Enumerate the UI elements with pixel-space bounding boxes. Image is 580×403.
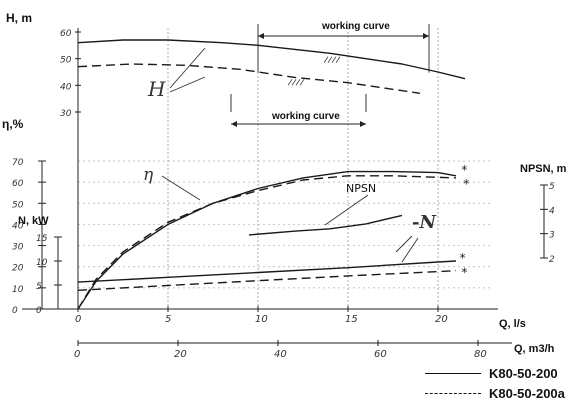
power-label-leader-dashed — [401, 237, 419, 263]
q-m3h-tick-60: 60 — [374, 349, 387, 360]
q-m3h-tick-80: 80 — [474, 349, 487, 360]
npsh-curve-label: NPSN — [346, 182, 376, 195]
efficiency-curve-label: η — [143, 165, 154, 185]
q-m3h-tick-40: 40 — [274, 349, 287, 360]
power-axis-label: N, kW — [18, 215, 49, 227]
legend-entry-dashed: K80-50-200a — [425, 383, 580, 403]
hatch-mark-1-3 — [299, 79, 305, 86]
efficiency-tick-10: 10 — [12, 285, 24, 295]
hatch-mark-0-1 — [327, 56, 333, 63]
hatch-mark-1-2 — [295, 79, 301, 86]
head-label-leader-solid — [169, 47, 206, 89]
hatch-mark-0-3 — [335, 56, 341, 63]
working-curve-label-2: working curve — [271, 111, 340, 122]
power-label-leader-solid — [395, 235, 413, 253]
head-curve-solid — [77, 39, 466, 80]
head-tick-50: 50 — [60, 56, 72, 66]
working-curve-arrow-end-2 — [360, 121, 366, 127]
efficiency-curve-dashed — [77, 175, 457, 310]
hatch-mark-1-1 — [291, 79, 297, 86]
q-ls-tick-15: 15 — [345, 314, 358, 325]
head-curve-label: H — [147, 77, 166, 101]
working-curve-markers: **** — [230, 24, 469, 280]
npsh-tick-5: 5 — [549, 182, 555, 192]
efficiency-tick-50: 50 — [12, 200, 24, 210]
q-m3h-tick-20: 20 — [174, 349, 187, 360]
efficiency-axis-label: η,% — [2, 117, 24, 131]
power-tick-10: 10 — [36, 258, 48, 268]
head-tick-40: 40 — [60, 82, 72, 92]
npsh-curve-solid — [248, 214, 403, 236]
power-curve-solid — [77, 260, 457, 283]
curve-end-marker-0: * — [461, 163, 467, 177]
curve-end-marker-1: * — [463, 177, 469, 191]
working-curve-arrow-start-1 — [258, 33, 264, 39]
npsh-tick-4: 4 — [549, 206, 555, 216]
power-curve-dashed — [77, 269, 457, 291]
npsh-axis-label: NPSN, m — [520, 163, 567, 175]
working-curve-arrow-end-1 — [423, 33, 429, 39]
efficiency-curve-solid — [77, 170, 457, 310]
power-curve-label: -N — [412, 212, 437, 233]
hatch-mark-0-0 — [323, 56, 329, 63]
legend-dashed-label: K80-50-200a — [489, 385, 565, 401]
npsh-tick-3: 3 — [549, 231, 555, 241]
efficiency-tick-20: 20 — [12, 264, 24, 274]
legend: K80-50-200 K80-50-200a — [425, 363, 580, 403]
q-ls-axis-label: Q, l/s — [499, 318, 526, 330]
head-tick-30: 30 — [60, 109, 72, 119]
legend-solid-swatch — [425, 372, 481, 374]
efficiency-tick-40: 40 — [12, 221, 24, 231]
q-m3h-axis-label: Q, m3/h — [514, 343, 555, 355]
q-ls-tick-0: 0 — [75, 314, 81, 325]
grid — [77, 28, 492, 309]
efficiency-tick-60: 60 — [12, 179, 24, 189]
working-curve-arrow-start-2 — [231, 121, 237, 127]
q-ls-tick-10: 10 — [255, 314, 268, 325]
q-ls-tick-5: 5 — [165, 314, 171, 325]
head-curve-dashed — [77, 63, 421, 94]
efficiency-tick-0: 0 — [12, 306, 18, 316]
power-tick-5: 5 — [36, 282, 42, 292]
legend-entry-solid: K80-50-200 — [425, 363, 580, 383]
npsh-label-leader — [324, 194, 369, 226]
q-m3h-tick-0: 0 — [74, 349, 80, 360]
efficiency-tick-30: 30 — [12, 243, 24, 253]
hatch-mark-1-0 — [287, 79, 293, 86]
power-tick-0: 0 — [36, 306, 42, 316]
head-axis-label: H, m — [6, 11, 32, 25]
efficiency-tick-70: 70 — [12, 158, 24, 168]
q-ls-tick-20: 20 — [435, 314, 448, 325]
hatch-mark-0-2 — [331, 56, 337, 63]
npsh-tick-2: 2 — [549, 255, 555, 265]
legend-solid-label: K80-50-200 — [489, 365, 558, 381]
axes — [22, 28, 545, 344]
working-curve-label-1: working curve — [321, 21, 390, 32]
curve-end-marker-3: * — [461, 266, 467, 280]
power-tick-15: 15 — [36, 234, 48, 244]
series-layer — [77, 39, 466, 310]
efficiency-label-leader — [161, 175, 201, 201]
curve-end-marker-2: * — [460, 251, 466, 265]
legend-dashed-swatch — [425, 392, 481, 394]
head-label-leader-dashed — [169, 76, 206, 93]
head-tick-60: 60 — [60, 29, 72, 39]
